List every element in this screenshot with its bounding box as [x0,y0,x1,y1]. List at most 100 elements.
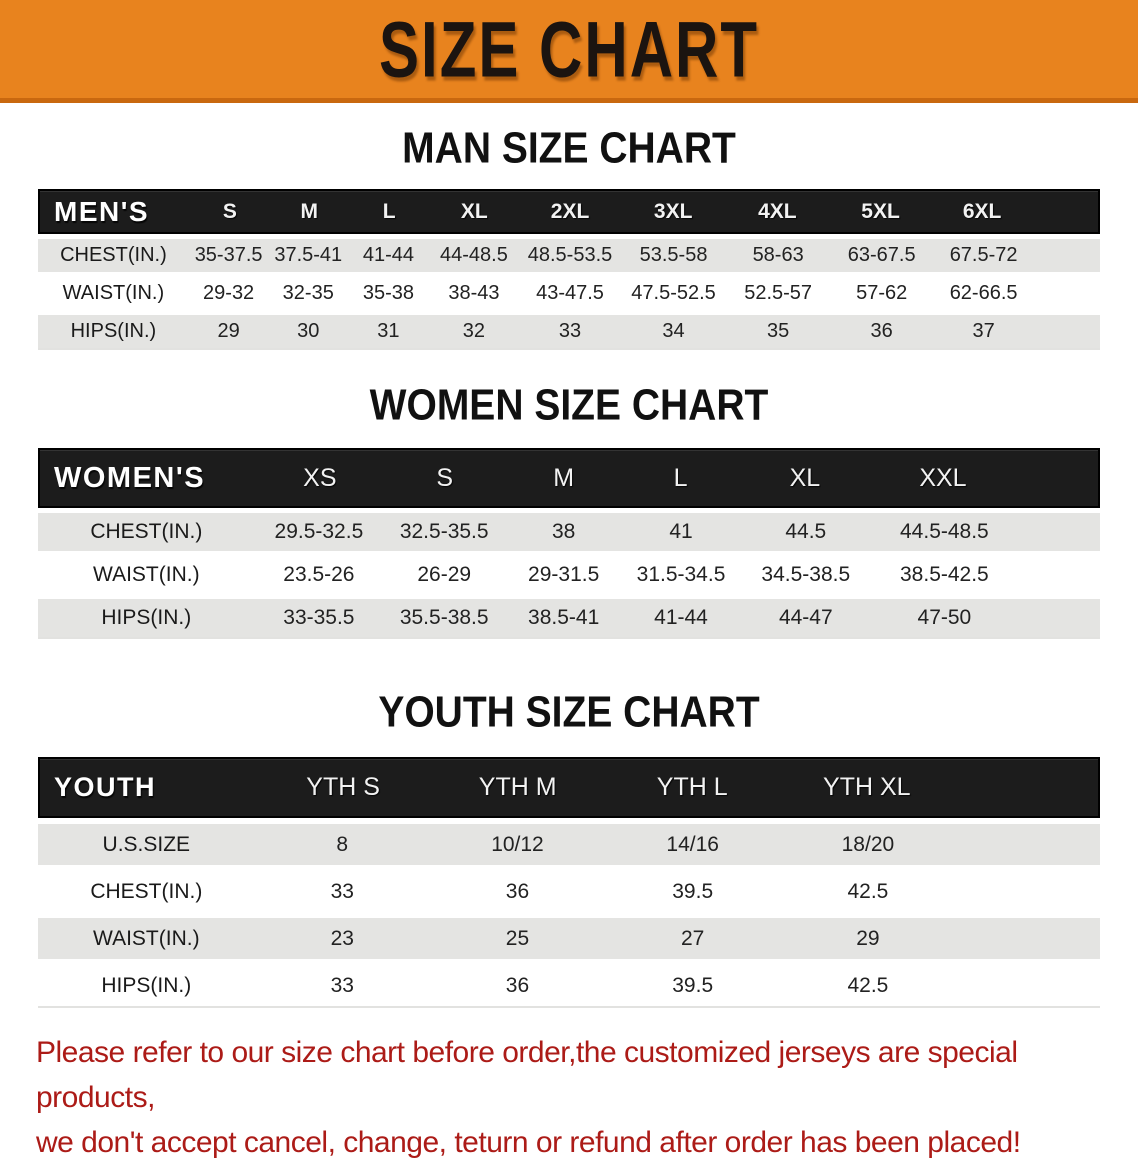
size-column-header: 4XL [758,199,797,223]
size-value-cell: 37.5-41 [274,244,343,266]
size-value-cell: 44-48.5 [439,244,508,266]
size-value-cell: 38.5-42.5 [900,563,989,586]
man-section-heading: MAN SIZE CHART [402,124,736,173]
size-value-cell: 44-47 [778,606,833,629]
table-row: HIPS(IN.) 29 30 31 32 33 34 35 36 37 [38,315,1100,348]
size-value-cell: 44.5-48.5 [900,520,989,543]
banner-title: SIZE CHART [379,4,759,94]
row-label: HIPS(IN.) [101,973,192,997]
size-value-cell: 32 [462,320,486,342]
size-column-header: S [436,463,454,492]
size-value-cell: 30 [297,320,320,342]
size-value-cell: 26-29 [417,563,472,586]
size-value-cell: 33 [330,973,354,997]
size-column-header: 6XL [962,199,1002,223]
size-column-header: XL [789,463,821,492]
size-value-cell: 41-44 [654,606,708,629]
youth-section-heading: YOUTH SIZE CHART [378,688,760,737]
size-value-cell: 44.5 [785,520,827,543]
size-value-cell: 37 [972,320,995,342]
size-value-cell: 29.5-32.5 [274,520,364,543]
size-column-header: XXL [919,463,967,492]
table-row: HIPS(IN.) 33-35.5 35.5-38.5 38.5-41 41-44 44-… [38,599,1100,637]
table-row: CHEST(IN.) 35-37.5 37.5-41 41-44 44-48.5 48.5… [38,239,1100,272]
row-label: WAIST(IN.) [62,282,165,304]
size-column-header: M [300,199,319,223]
women-section-heading: WOMEN SIZE CHART [369,381,769,430]
size-value-cell: 33 [330,879,354,903]
size-value-cell: 53.5-58 [639,244,708,266]
size-column-header: 5XL [861,199,900,223]
size-value-cell: 41 [669,520,693,543]
table-row: HIPS(IN.) 33 36 39.5 42.5 [38,965,1100,1006]
table-row: U.S.SIZE 8 10/12 14/16 18/20 [38,824,1100,865]
size-value-cell: 8 [336,832,349,856]
size-value-cell: 39.5 [672,973,714,997]
youth-size-table: YOUTH YTH S YTH M YTH L YTH XL U.S.SIZE 8 10/1… [38,757,1100,1008]
size-value-cell: 18/20 [841,832,895,856]
size-value-cell: 42.5 [847,973,889,997]
size-value-cell: 47.5-52.5 [631,282,716,304]
table-corner-label: WOMEN'S [54,461,206,494]
size-value-cell: 47-50 [917,606,972,629]
table-row: WAIST(IN.) 23 25 27 29 [38,918,1100,959]
size-value-cell: 10/12 [491,832,544,856]
table-row: CHEST(IN.) 29.5-32.5 32.5-35.5 38 41 44.5 44.5… [38,513,1100,551]
size-value-cell: 62-66.5 [949,282,1018,304]
row-label: HIPS(IN.) [70,320,157,342]
disclaimer-line-1: Please refer to our size chart before or… [36,1036,1018,1114]
mens-size-table: MEN'S S M L XL 2XL 3XL 4XL 5XL 6XL CHEST(IN.) 35-3… [38,189,1100,350]
size-value-cell: 34 [662,320,685,342]
size-column-header: S [222,199,237,223]
size-value-cell: 23 [330,926,354,950]
row-label: WAIST(IN.) [93,926,200,950]
size-value-cell: 32.5-35.5 [399,520,489,543]
size-chart-banner: SIZE CHART [0,0,1138,103]
size-value-cell: 36 [505,973,530,997]
size-column-header: 3XL [653,199,693,223]
mens-table-body: CHEST(IN.) 35-37.5 37.5-41 41-44 44-48.5 48.5… [38,239,1100,350]
order-disclaimer: Please refer to our size chart before or… [0,1030,1138,1165]
size-value-cell: 57-62 [856,282,908,304]
size-value-cell: 67.5-72 [949,244,1018,266]
size-value-cell: 29 [217,320,240,342]
mens-table-header-row: MEN'S S M L XL 2XL 3XL 4XL 5XL 6XL [38,189,1100,234]
size-value-cell: 33 [558,320,582,342]
size-value-cell: 29 [856,926,880,950]
size-value-cell: 36 [505,879,530,903]
size-column-header: YTH XL [823,773,911,801]
size-column-header: M [553,463,575,492]
size-value-cell: 31 [377,320,400,342]
row-label: WAIST(IN.) [93,563,200,586]
size-column-header: YTH M [478,773,557,801]
table-row: CHEST(IN.) 33 36 39.5 42.5 [38,871,1100,912]
size-column-header: YTH S [306,773,380,801]
table-corner-label: MEN'S [54,195,150,227]
size-value-cell: 36 [870,320,893,342]
size-value-cell: 31.5-34.5 [636,563,726,586]
size-value-cell: 42.5 [847,879,889,903]
size-column-header: YTH L [656,773,728,801]
size-value-cell: 35-38 [362,282,414,304]
size-value-cell: 43-47.5 [536,282,604,304]
size-value-cell: 58-63 [752,244,804,266]
size-value-cell: 35.5-38.5 [399,606,489,629]
size-column-header: 2XL [550,199,590,223]
size-value-cell: 34.5-38.5 [761,563,851,586]
row-label: U.S.SIZE [102,832,191,856]
size-value-cell: 35 [767,320,790,342]
size-column-header: L [382,199,396,223]
disclaimer-line-2: we don't accept cancel, change, teturn o… [36,1126,1021,1159]
size-value-cell: 14/16 [666,832,719,856]
size-value-cell: 25 [505,926,530,950]
size-value-cell: 35-37.5 [194,244,263,266]
size-column-header: L [673,463,688,492]
row-label: CHEST(IN.) [90,879,203,903]
table-row: WAIST(IN.) 29-32 32-35 35-38 38-43 43-47.5 47.… [38,277,1100,310]
row-label: CHEST(IN.) [90,520,203,543]
size-value-cell: 52.5-57 [744,282,813,304]
size-value-cell: 39.5 [672,879,714,903]
size-value-cell: 48.5-53.5 [527,244,613,266]
row-label: HIPS(IN.) [101,606,192,629]
size-value-cell: 38-43 [448,282,500,304]
